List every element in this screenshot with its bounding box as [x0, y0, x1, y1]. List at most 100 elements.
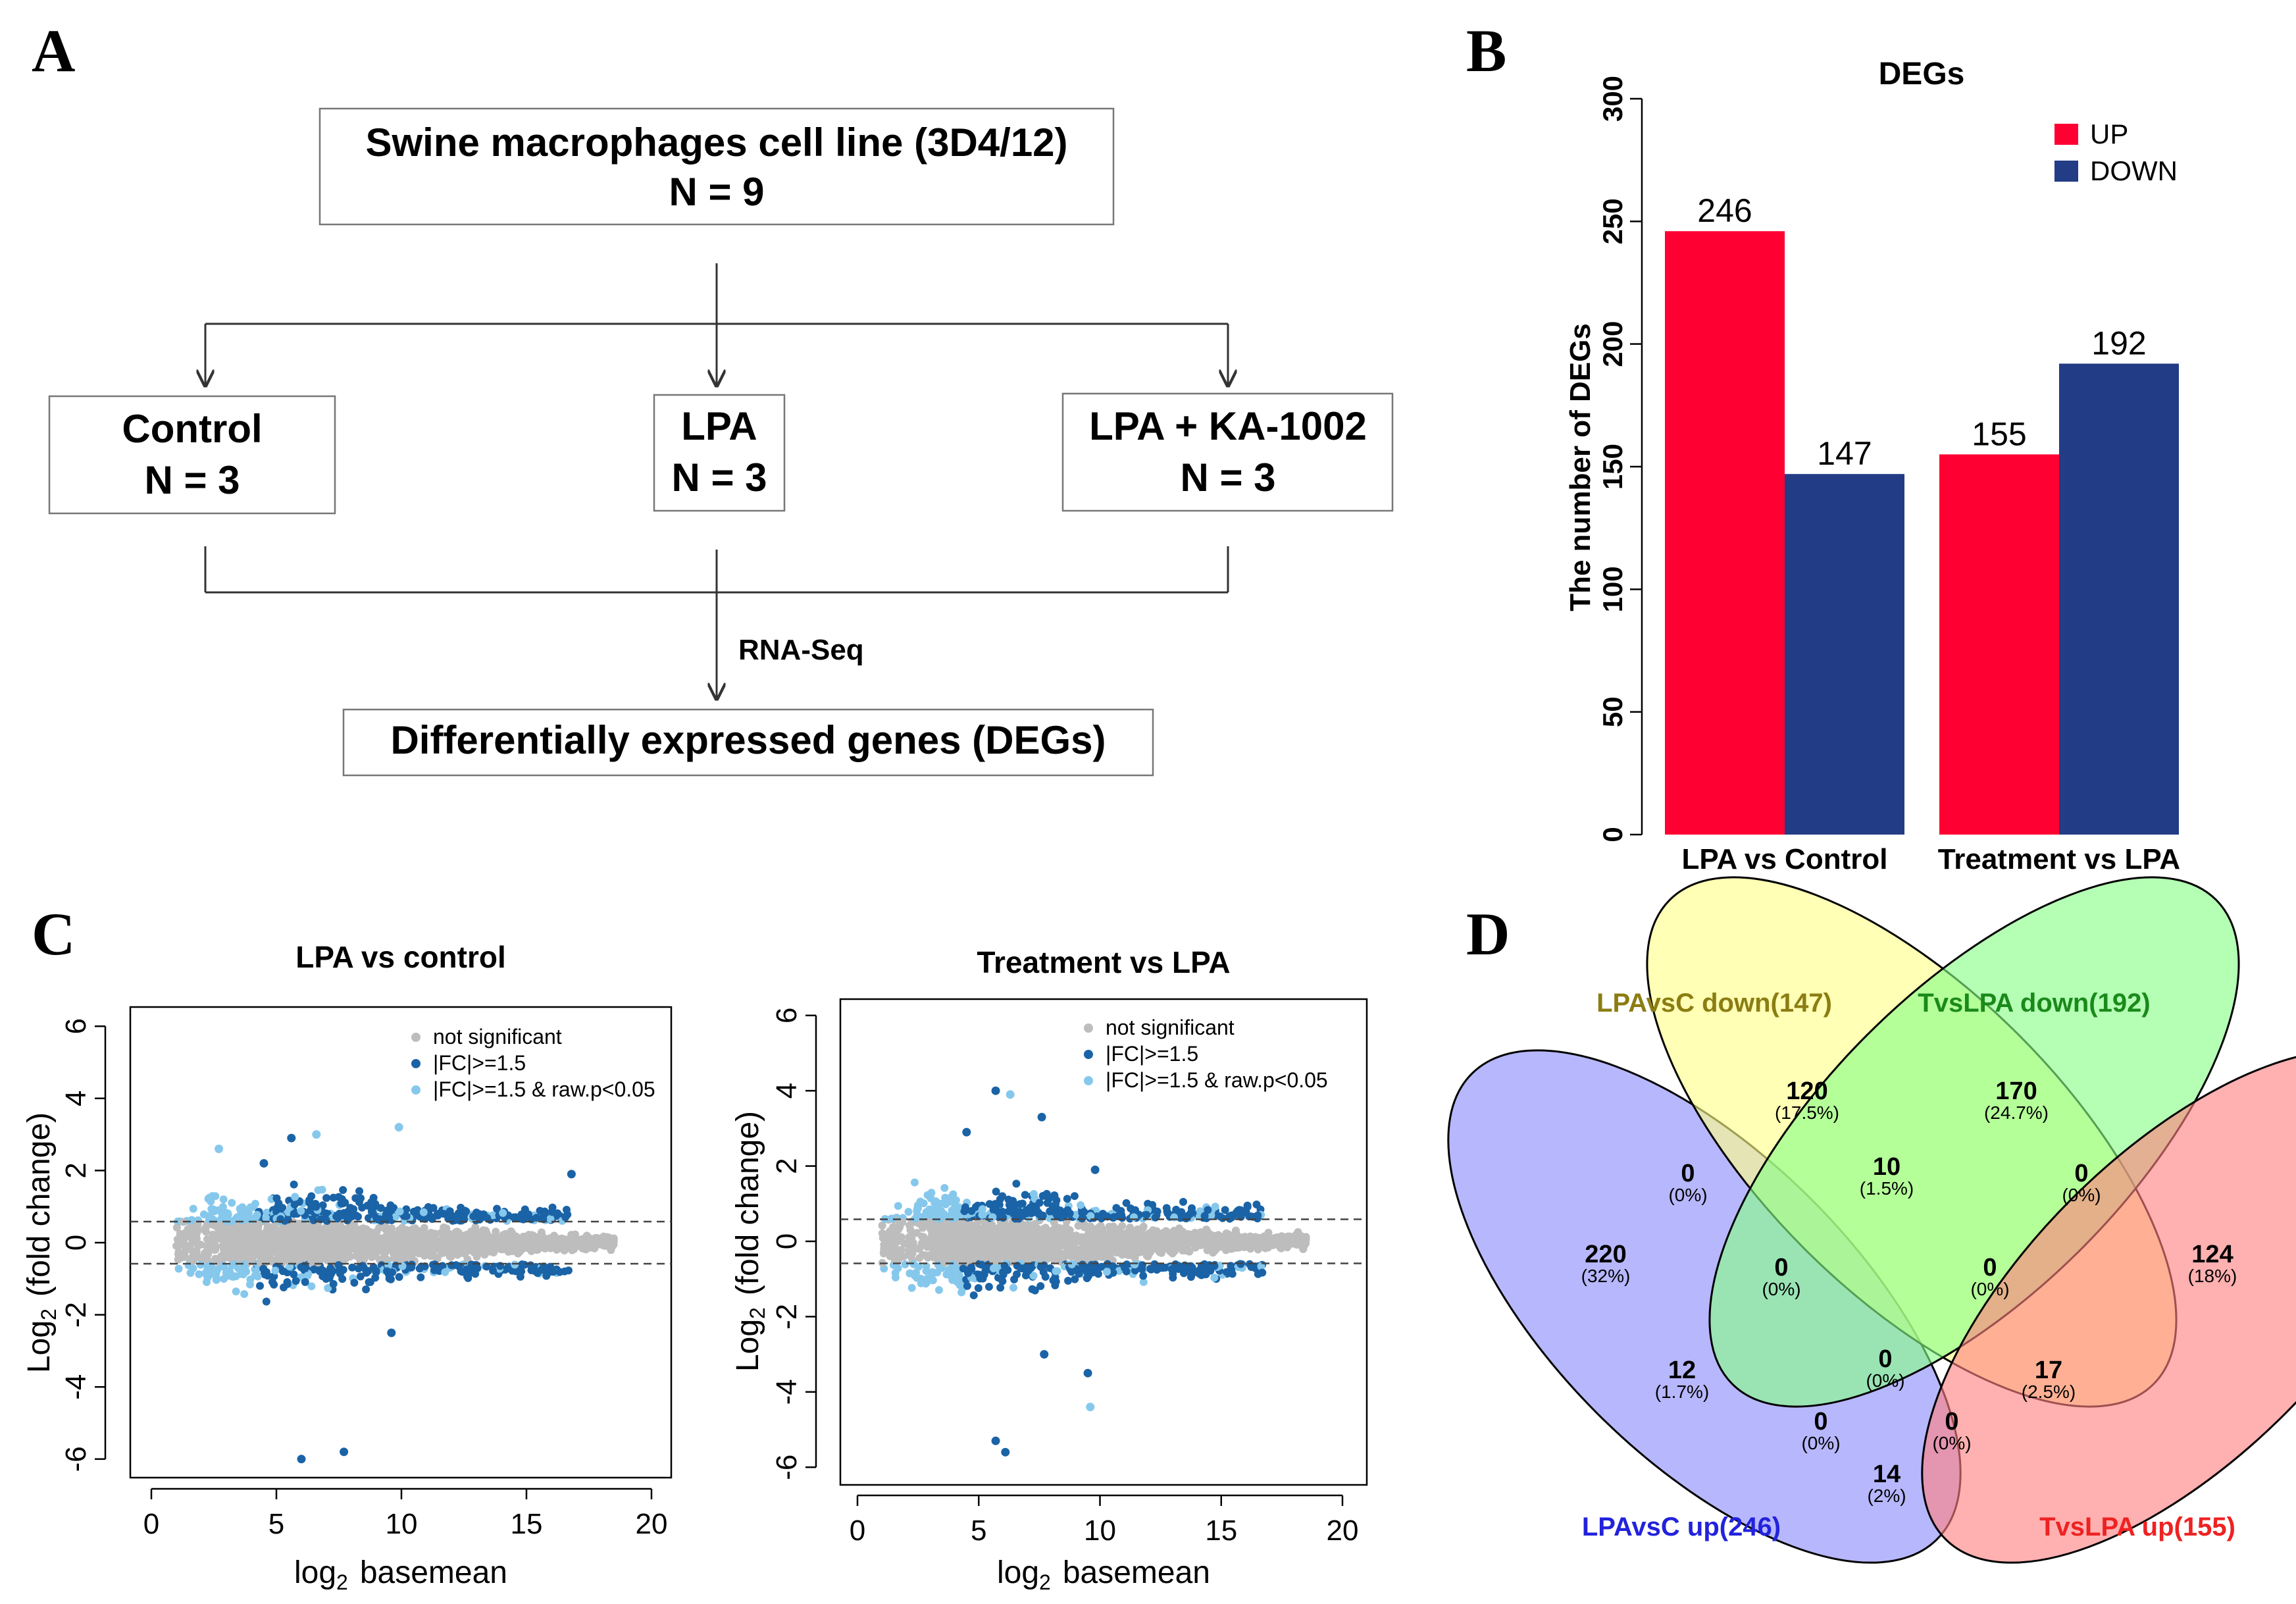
ma-point-significant [307, 1192, 316, 1201]
ma-point-significant [1025, 1206, 1034, 1215]
ma-point-significant [433, 1210, 442, 1218]
ma-point-significant [322, 1216, 330, 1224]
ma-point-significant [372, 1266, 380, 1275]
ma-point-outlier [567, 1170, 576, 1179]
ma-point-significant [483, 1214, 492, 1222]
ma-point-significant [307, 1202, 316, 1210]
ma-point [1074, 1222, 1083, 1230]
bar-down-1 [2059, 363, 2179, 835]
ma-point [886, 1227, 895, 1235]
ma-point [1007, 1253, 1015, 1262]
ma-point [317, 1246, 326, 1255]
ma-point [907, 1233, 916, 1242]
ma-x-tick-label: 10 [1084, 1514, 1116, 1547]
ma-point-significant [356, 1272, 365, 1281]
ma-x-label-sub: 2 [336, 1570, 348, 1594]
ma-point-significant [371, 1200, 380, 1208]
ma-point-significant [1094, 1270, 1102, 1278]
ma-point-significant [931, 1199, 939, 1208]
ma-point [1233, 1240, 1242, 1249]
ma-point [268, 1256, 277, 1265]
ma-point-significant [520, 1260, 528, 1269]
ma-point-significant [1077, 1265, 1086, 1274]
ma-point [1016, 1228, 1025, 1237]
flow-top-line1: Swine macrophages cell line (3D4/12) [365, 120, 1067, 165]
flow-group-control-name: Control [122, 407, 262, 451]
ma-point [1023, 1250, 1032, 1258]
ma-point [214, 1234, 222, 1243]
bar-chart-title: DEGs [1879, 57, 1965, 91]
ma-y-label-main: Log [22, 1320, 57, 1373]
ma-point-significant [253, 1210, 261, 1219]
ma-point-significant [395, 1207, 404, 1216]
flow-box-control [48, 395, 336, 515]
ma-point [201, 1228, 210, 1236]
ma-point [515, 1239, 523, 1248]
ma-point-outlier [1037, 1112, 1046, 1122]
ma-point-outlier [1006, 1090, 1015, 1099]
ma-point-significant [998, 1192, 1007, 1201]
ma-point [1254, 1239, 1263, 1248]
ma-point [1115, 1229, 1124, 1237]
ma-point [228, 1237, 237, 1245]
ma-point [965, 1221, 974, 1229]
ma-point-significant [1029, 1272, 1038, 1280]
ma-point-outlier [287, 1133, 296, 1143]
ma-point-significant [949, 1190, 957, 1199]
ma-point [422, 1239, 431, 1247]
ma-point-significant [238, 1216, 246, 1224]
ma-point [454, 1245, 463, 1254]
ma-point [1163, 1228, 1171, 1236]
ma-point [894, 1202, 902, 1210]
ma-point-significant [319, 1266, 327, 1275]
ma-point [178, 1234, 187, 1243]
flow-group-lpa-name: LPA [681, 404, 757, 448]
ma-point-significant [309, 1216, 318, 1224]
ma-point-significant [292, 1277, 300, 1285]
ma-point-significant [1188, 1270, 1196, 1279]
ma-point-significant [1109, 1268, 1117, 1277]
ma-point [219, 1241, 228, 1249]
ma-point [1276, 1243, 1285, 1252]
ma-point [427, 1229, 436, 1237]
ma-point [324, 1243, 332, 1251]
ma-point [293, 1227, 302, 1235]
ma-point [552, 1244, 561, 1253]
bar-legend-label-down: DOWN [2090, 155, 2178, 186]
ma-x-tick-label: 5 [971, 1514, 986, 1547]
ma-point [1054, 1224, 1063, 1232]
ma-point-outlier [297, 1455, 306, 1464]
ma-point-significant [564, 1266, 573, 1275]
ma-point-significant [555, 1268, 564, 1276]
ma-point [957, 1218, 966, 1227]
ma-point-significant [1131, 1260, 1139, 1269]
ma-point-outlier [1001, 1447, 1010, 1457]
ma-point-significant [1010, 1200, 1019, 1208]
ma-point [1011, 1245, 1019, 1254]
ma-point-significant [1112, 1204, 1121, 1212]
ma-legend-marker [411, 1059, 421, 1068]
ma-point [941, 1253, 950, 1261]
ma-point [1221, 1240, 1230, 1249]
ma-y-tick-label: 6 [60, 1018, 92, 1034]
ma-point [196, 1240, 205, 1249]
ma-point-significant [989, 1264, 998, 1272]
ma-x-tick-label: 20 [636, 1508, 668, 1540]
ma-point-significant [262, 1297, 270, 1306]
ma-point [1273, 1235, 1282, 1243]
flow-result-box [342, 708, 1154, 777]
ma-point-significant [1058, 1213, 1066, 1222]
ma-point-significant [1156, 1264, 1165, 1272]
ma-point [174, 1241, 183, 1250]
ma-point-significant [1063, 1195, 1071, 1203]
ma-point-significant [998, 1208, 1007, 1216]
ma-point [1033, 1224, 1042, 1233]
ma-title: Treatment vs LPA [977, 945, 1230, 979]
ma-point [509, 1231, 518, 1240]
flow-result-text: Differentially expressed genes (DEGs) [390, 718, 1106, 762]
ma-point [411, 1226, 419, 1235]
ma-point-significant [549, 1268, 557, 1276]
ma-point [337, 1231, 345, 1240]
ma-point [904, 1208, 913, 1216]
ma-point-significant [236, 1204, 244, 1213]
